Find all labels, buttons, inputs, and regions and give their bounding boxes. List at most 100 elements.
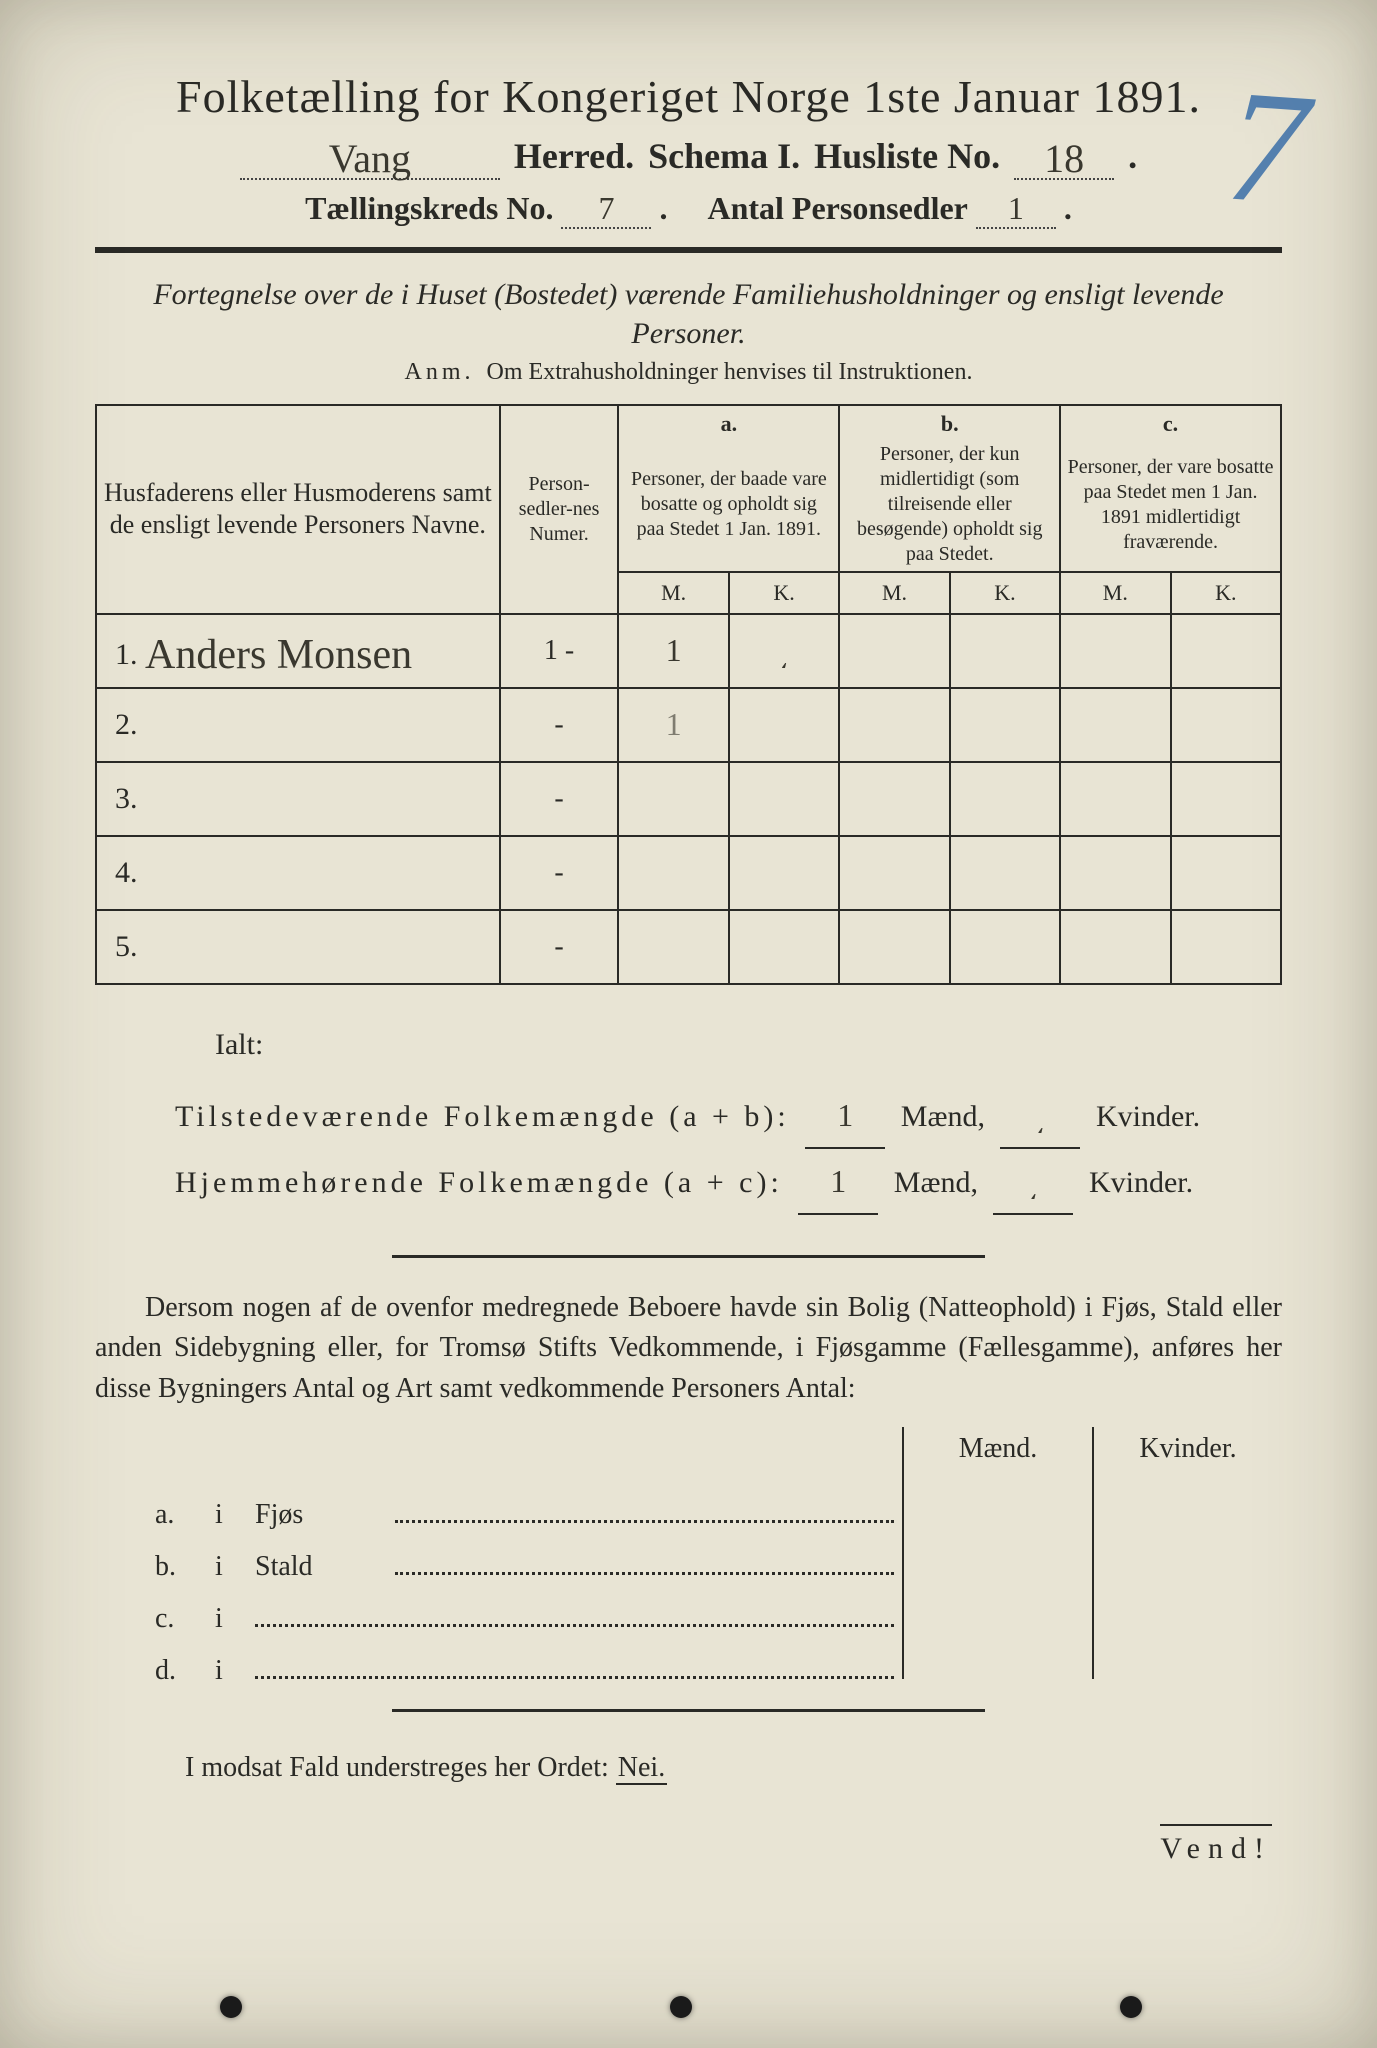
vend-text: Vend! — [1160, 1824, 1272, 1866]
dots — [395, 1513, 894, 1523]
row-num: 1. — [115, 638, 138, 671]
buildings-paragraph: Dersom nogen af de ovenfor medregnede Be… — [95, 1288, 1282, 1410]
hjemme-k: ͵ — [1028, 1163, 1039, 1199]
kreds-label: Tællingskreds No. — [305, 190, 553, 226]
cell-numer: - — [500, 762, 619, 836]
mk-m-label: Mænd. — [902, 1427, 1092, 1471]
b-i: i — [215, 1603, 255, 1635]
cell-am: 1 — [666, 706, 682, 742]
cell-am: 1 — [666, 632, 682, 668]
table-row: 1. Anders Monsen 1 - 1 ͵ — [96, 614, 1281, 688]
col-c-k: K. — [1171, 572, 1281, 614]
row-num: 3. — [115, 782, 138, 815]
mk-header: Mænd. Kvinder. — [902, 1427, 1282, 1471]
cell-ck — [1171, 688, 1281, 762]
b-lbl: a. — [155, 1499, 215, 1531]
cell-ck — [1171, 614, 1281, 688]
row-num: 4. — [115, 856, 138, 889]
tilstede-m: 1 — [837, 1097, 853, 1133]
b-name: Fjøs — [255, 1499, 395, 1531]
cell-bk — [950, 614, 1060, 688]
cell-cm — [1060, 614, 1170, 688]
building-row: a. i Fjøs — [155, 1471, 1282, 1523]
nei-word: Nei. — [616, 1752, 667, 1785]
tilstede-k: ͵ — [1035, 1097, 1046, 1133]
mk-cells — [902, 1575, 1282, 1627]
col-a-letter: a. — [721, 411, 738, 436]
dots — [255, 1617, 894, 1627]
col-c-letter: c. — [1163, 411, 1178, 436]
row-name: Anders Monsen — [145, 631, 412, 679]
row-num: 2. — [115, 708, 138, 741]
totals-block: Ialt: Tilstedeværende Folkemængde (a + b… — [175, 1015, 1282, 1215]
maend-label: Mænd, — [901, 1100, 985, 1133]
vend-label: Vend! — [95, 1824, 1282, 1866]
col-b-header: Personer, der kun midlertidigt (som tilr… — [839, 438, 1060, 572]
ialt-label: Ialt: — [215, 1015, 1282, 1075]
row-num: 5. — [115, 930, 138, 963]
buildings-block: Mænd. Kvinder. a. i Fjøs b. i Stald c. i… — [155, 1427, 1282, 1679]
header-line-2: Tællingskreds No. 7 . Antal Personsedler… — [95, 190, 1282, 229]
mk-k-label: Kvinder. — [1092, 1427, 1282, 1471]
mk-cells — [902, 1627, 1282, 1679]
col-b-m: M. — [839, 572, 949, 614]
b-lbl: b. — [155, 1551, 215, 1583]
husliste-value: 18 — [1044, 135, 1084, 182]
herred-label: Herred. — [514, 135, 634, 177]
dots — [395, 1565, 894, 1575]
b-name: Stald — [255, 1551, 395, 1583]
table-row: 2. - 1 — [96, 688, 1281, 762]
punch-hole — [670, 1996, 692, 2018]
kvinder-label: Kvinder. — [1089, 1166, 1193, 1199]
hjemme-label: Hjemmehørende Folkemængde (a + c): — [175, 1166, 783, 1199]
b-i: i — [215, 1499, 255, 1531]
b-lbl: d. — [155, 1655, 215, 1687]
table-row: 5. - — [96, 910, 1281, 984]
table-row: 4. - — [96, 836, 1281, 910]
header-line-1: Vang Herred. Schema I. Husliste No. 18 . — [95, 131, 1282, 180]
building-row: d. i — [155, 1627, 1282, 1679]
census-form-page: 7 Folketælling for Kongeriget Norge 1ste… — [0, 0, 1377, 2048]
mk-cells — [902, 1523, 1282, 1575]
nei-pre: I modsat Fald understreges her Ordet: — [185, 1752, 616, 1783]
tilstede-label: Tilstedeværende Folkemængde (a + b): — [175, 1100, 790, 1133]
anm-label: Anm. — [405, 359, 475, 385]
mk-cells — [902, 1471, 1282, 1523]
cell-ak — [729, 688, 839, 762]
personsedler-label: Antal Personsedler — [707, 190, 967, 226]
cell-numer: 1 - — [500, 614, 619, 688]
main-table: Husfaderens eller Husmoderens samt de en… — [95, 404, 1282, 985]
punch-hole — [220, 1996, 242, 2018]
cell-bm — [839, 614, 949, 688]
col-c-header: Personer, der vare bosatte paa Stedet me… — [1060, 438, 1281, 572]
col-numer-header: Person-sedler-nes Numer. — [500, 405, 619, 614]
cell-numer: - — [500, 836, 619, 910]
anm-text: Om Extrahusholdninger henvises til Instr… — [487, 359, 973, 385]
rule-2 — [392, 1255, 986, 1258]
table-row: 3. - — [96, 762, 1281, 836]
kvinder-label: Kvinder. — [1096, 1100, 1200, 1133]
rule-1 — [95, 247, 1282, 253]
hjemme-m: 1 — [830, 1163, 846, 1199]
b-lbl: c. — [155, 1603, 215, 1635]
punch-hole — [1120, 1996, 1142, 2018]
subtitle: Fortegnelse over de i Huset (Bostedet) v… — [95, 275, 1282, 353]
cell-ak: ͵ — [779, 632, 790, 668]
kreds-value: 7 — [598, 190, 614, 226]
b-i: i — [215, 1655, 255, 1687]
page-title: Folketælling for Kongeriget Norge 1ste J… — [95, 70, 1282, 123]
cell-bm — [839, 688, 949, 762]
col-b-letter: b. — [941, 411, 959, 436]
personsedler-value: 1 — [1008, 190, 1024, 226]
col-b-k: K. — [950, 572, 1060, 614]
b-i: i — [215, 1551, 255, 1583]
maend-label: Mænd, — [894, 1166, 978, 1199]
col-c-m: M. — [1060, 572, 1170, 614]
dots — [255, 1669, 894, 1679]
col-names-header: Husfaderens eller Husmoderens samt de en… — [96, 405, 500, 614]
nei-line: I modsat Fald understreges her Ordet: Ne… — [95, 1752, 1282, 1784]
husliste-label: Husliste No. — [814, 135, 1000, 177]
schema-label: Schema I. — [648, 135, 800, 177]
herred-value: Vang — [329, 135, 411, 182]
table-body: 1. Anders Monsen 1 - 1 ͵ 2. - 1 3. — [96, 614, 1281, 984]
